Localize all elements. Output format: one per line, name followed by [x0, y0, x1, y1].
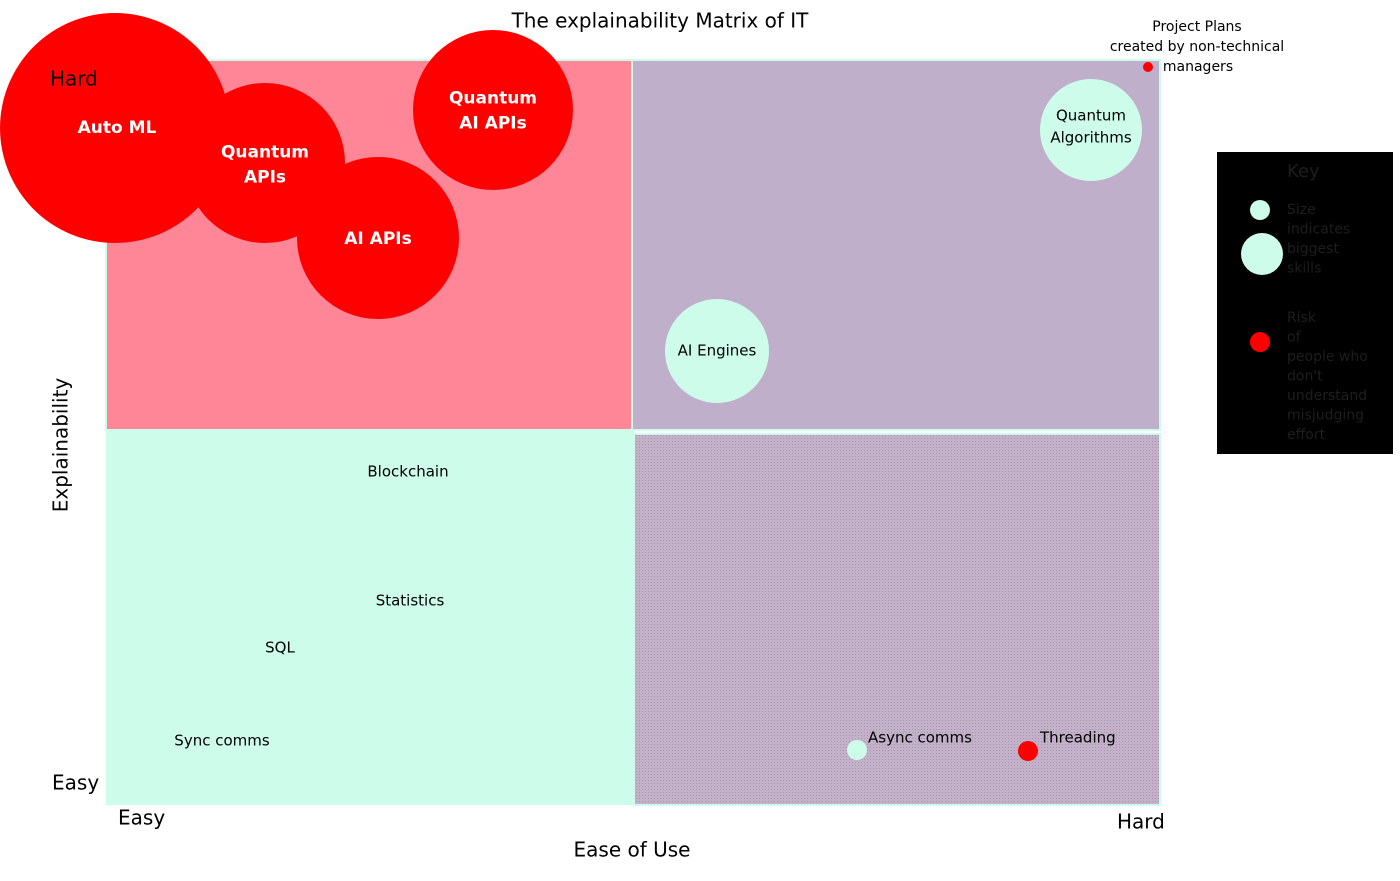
- key-title: Key: [1287, 161, 1320, 182]
- key-line: effort: [1287, 427, 1326, 443]
- bubble: [297, 157, 459, 319]
- items: Auto ML Quantum APIs AI APIs Quantum AI APIs Q…: [0, 13, 1284, 761]
- x-axis-label: Ease of Use: [574, 838, 691, 862]
- key-swatch: [1250, 332, 1270, 352]
- bubble: [665, 299, 769, 403]
- key-swatch: [1250, 200, 1270, 220]
- item-label: Quantum: [221, 143, 309, 163]
- title: The explainability Matrix of IT: [511, 9, 810, 33]
- axis-end-label: Easy: [118, 806, 165, 830]
- y-axis-label: Explainability: [49, 378, 73, 513]
- item-label: AI APIs: [344, 229, 411, 249]
- key: Key Size indicates biggest skills Risk of peop…: [1217, 152, 1393, 454]
- key-line: indicates: [1287, 222, 1350, 238]
- key-line: don't: [1287, 369, 1323, 385]
- key-line: people who: [1287, 349, 1368, 365]
- item-label: Threading: [1039, 729, 1116, 747]
- item-label: Auto ML: [78, 118, 157, 138]
- item-label: APIs: [244, 167, 286, 187]
- item-label: AI Engines: [678, 342, 757, 360]
- bubble: [1018, 741, 1038, 761]
- item-label: Project Plans: [1152, 19, 1241, 35]
- quadrant: [633, 433, 1161, 806]
- key-panel: [1217, 152, 1393, 454]
- key-line: understand: [1287, 388, 1367, 404]
- item-label: Blockchain: [367, 463, 448, 481]
- axis-end-label: Easy: [52, 771, 99, 795]
- item-label: Async comms: [868, 729, 972, 747]
- bubble: [847, 740, 867, 760]
- item-label: Statistics: [376, 592, 445, 610]
- item-label: Algorithms: [1050, 128, 1131, 146]
- item-label: Quantum: [1056, 107, 1126, 125]
- key-line: Risk: [1287, 310, 1317, 326]
- axis-end-label: Hard: [50, 67, 98, 91]
- axis-end-label: Hard: [1117, 810, 1165, 834]
- item-label: created by non-technical: [1110, 39, 1284, 55]
- item-label: SQL: [265, 639, 295, 657]
- quadrant: [106, 430, 634, 805]
- key-text: Size indicates biggest skills Risk of people w…: [1287, 202, 1368, 443]
- item-label: Sync comms: [174, 732, 270, 750]
- item-label: AI APIs: [459, 113, 526, 133]
- key-line: Size: [1287, 202, 1316, 218]
- item-label: Quantum: [449, 89, 537, 109]
- bubble: [413, 30, 573, 190]
- key-line: misjudging: [1287, 408, 1364, 424]
- bubble: [1040, 79, 1142, 181]
- key-line: of: [1287, 330, 1302, 346]
- item-label: managers: [1163, 59, 1233, 75]
- key-line: skills: [1287, 261, 1321, 277]
- key-swatch: [1241, 233, 1283, 275]
- bubble: [1143, 62, 1153, 72]
- bubble: [0, 13, 230, 243]
- key-line: biggest: [1287, 241, 1339, 257]
